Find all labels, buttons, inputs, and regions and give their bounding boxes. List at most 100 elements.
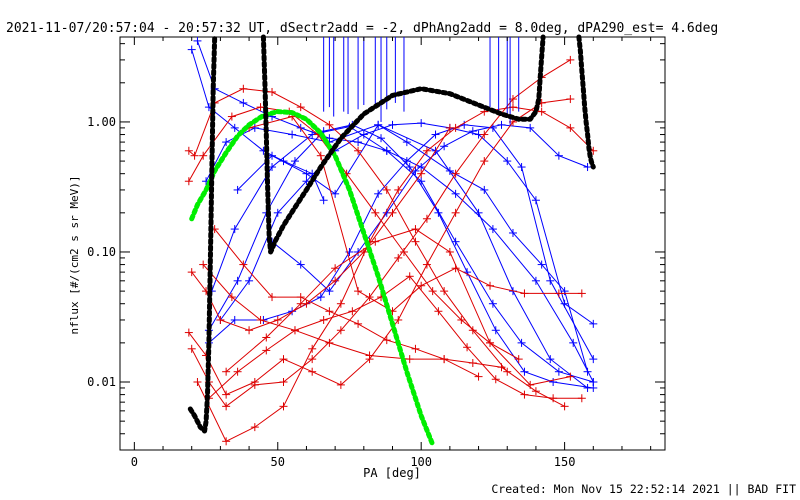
data-point (486, 281, 495, 290)
x-tick-label: 0 (131, 455, 138, 469)
data-point (411, 166, 420, 175)
data-point (245, 326, 254, 335)
series-red-17 (204, 272, 586, 403)
data-point (187, 268, 196, 277)
data-point (503, 157, 512, 166)
spike-layer (323, 37, 520, 125)
data-point (480, 157, 489, 166)
data-point (468, 359, 477, 368)
data-point (308, 355, 317, 364)
data-point (325, 338, 334, 347)
data-point (239, 84, 248, 93)
data-point (405, 163, 414, 172)
data-point (399, 247, 408, 256)
data-point (546, 355, 555, 364)
data-point (227, 112, 236, 121)
series-layer (184, 36, 598, 446)
data-point (250, 380, 259, 389)
data-point (222, 138, 231, 147)
data-point (434, 307, 443, 316)
data-point (382, 146, 391, 155)
data-point (354, 146, 363, 155)
data-point (589, 319, 598, 328)
data-point (184, 177, 193, 186)
data-point (222, 367, 231, 376)
data-point (402, 157, 411, 166)
x-axis-label: PA [deg] (363, 466, 421, 480)
data-point (517, 338, 526, 347)
data-point (531, 196, 540, 205)
data-point (262, 346, 271, 355)
data-point (440, 287, 449, 296)
data-point (577, 394, 586, 403)
data-point (451, 237, 460, 246)
data-point (394, 253, 403, 262)
fit-curve-black-3 (260, 34, 546, 255)
data-point (526, 380, 535, 389)
data-point (230, 225, 239, 234)
data-point (190, 151, 199, 160)
data-point (325, 120, 334, 129)
data-point (440, 355, 449, 364)
data-point (290, 326, 299, 335)
series-red-12 (187, 123, 454, 335)
data-point (336, 326, 345, 335)
data-point (411, 237, 420, 246)
data-point (434, 208, 443, 217)
x-tick-label: 50 (271, 455, 285, 469)
data-point (445, 247, 454, 256)
series-blue-9 (233, 120, 592, 376)
data-point (405, 272, 414, 281)
data-point (480, 130, 489, 139)
data-point (569, 338, 578, 347)
data-point (546, 276, 555, 285)
data-point (566, 123, 575, 132)
data-point (336, 380, 345, 389)
data-point (374, 189, 383, 198)
data-point (468, 127, 477, 136)
data-point (589, 355, 598, 364)
data-point (268, 151, 277, 160)
data-point (411, 225, 420, 234)
data-point (250, 423, 259, 432)
data-point (273, 208, 282, 217)
series-red-20 (222, 225, 575, 389)
data-point (566, 55, 575, 64)
series-red-15 (193, 103, 598, 446)
data-point (365, 293, 374, 302)
series-red-13 (184, 95, 575, 399)
data-point (233, 367, 242, 376)
data-point (463, 268, 472, 277)
data-point (239, 98, 248, 107)
data-point (549, 378, 558, 387)
data-point (316, 293, 325, 302)
data-point (316, 151, 325, 160)
series-line (271, 124, 588, 292)
data-point (319, 315, 328, 324)
data-point (325, 307, 334, 316)
data-point (365, 351, 374, 360)
data-point (451, 123, 460, 132)
data-point (451, 208, 460, 217)
data-point (520, 367, 529, 376)
data-point (216, 315, 225, 324)
data-point (537, 107, 546, 116)
data-point (371, 208, 380, 217)
data-point (288, 307, 297, 316)
tick-layer: 0 50 100 150 0.01 0.10 1.00 (87, 37, 665, 469)
series-blue-7 (216, 119, 598, 328)
data-point (382, 185, 391, 194)
data-point (394, 185, 403, 194)
data-point (457, 315, 466, 324)
data-point (279, 402, 288, 411)
data-point (402, 138, 411, 147)
data-point (359, 130, 368, 139)
data-point (566, 95, 575, 104)
data-point (440, 142, 449, 151)
y-tick-label: 0.10 (87, 245, 116, 259)
data-point (377, 134, 386, 143)
data-point (422, 146, 431, 155)
data-point (233, 276, 242, 285)
data-point (371, 237, 380, 246)
